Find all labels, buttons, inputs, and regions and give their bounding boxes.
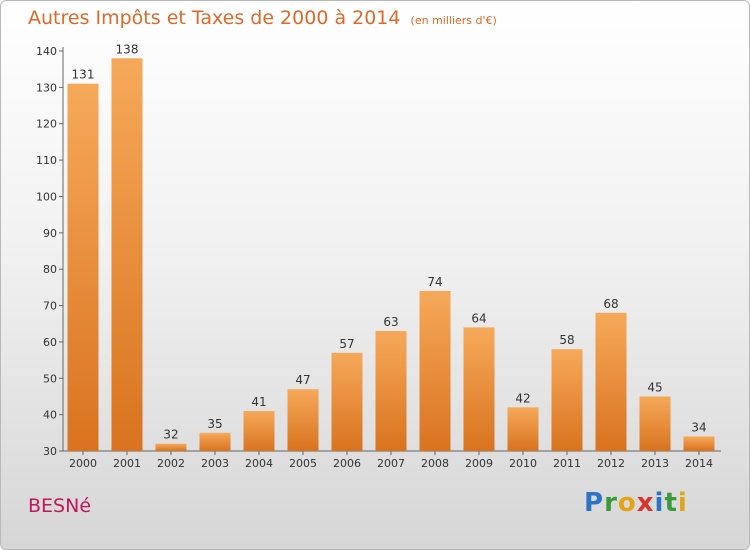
x-tick-label: 2003	[201, 457, 229, 470]
bar-2012	[595, 312, 627, 451]
y-tick-label: 50	[43, 372, 57, 385]
value-label-2002: 32	[163, 428, 178, 442]
x-tick-label: 2014	[685, 457, 713, 470]
bar-2008	[419, 291, 451, 451]
x-tick-label: 2000	[69, 457, 97, 470]
value-label-2009: 64	[471, 311, 486, 325]
chart-title-text: Autres Impôts et Taxes de 2000 à 2014	[28, 7, 401, 29]
bar-2001	[111, 58, 143, 451]
value-label-2007: 63	[383, 315, 398, 329]
y-tick-label: 110	[36, 154, 57, 167]
bar-2000	[67, 83, 99, 452]
chart-title: Autres Impôts et Taxes de 2000 à 2014 (e…	[28, 7, 497, 29]
y-tick-label: 120	[36, 118, 57, 131]
bar-2007	[375, 331, 407, 451]
value-label-2012: 68	[603, 297, 618, 311]
x-tick-label: 2001	[113, 457, 141, 470]
bar-2003	[199, 432, 231, 451]
x-tick-label: 2013	[641, 457, 669, 470]
bar-2005	[287, 389, 319, 451]
x-tick-label: 2009	[465, 457, 493, 470]
chart-bars	[67, 58, 715, 452]
value-label-2005: 47	[295, 373, 310, 387]
x-tick-label: 2008	[421, 457, 449, 470]
y-tick-label: 90	[43, 227, 57, 240]
value-label-2011: 58	[559, 333, 574, 347]
x-tick-label: 2007	[377, 457, 405, 470]
bar-2010	[507, 407, 539, 451]
bar-2009	[463, 327, 495, 451]
value-label-2004: 41	[251, 395, 266, 409]
value-label-2008: 74	[427, 275, 442, 289]
bar-2013	[639, 396, 671, 451]
value-label-2010: 42	[515, 391, 530, 405]
bar-2011	[551, 349, 583, 451]
x-tick-label: 2011	[553, 457, 581, 470]
x-tick-label: 2005	[289, 457, 317, 470]
value-label-2013: 45	[647, 380, 662, 394]
y-tick-label: 60	[43, 336, 57, 349]
bar-2002	[155, 443, 187, 451]
x-tick-label: 2012	[597, 457, 625, 470]
proxiti-logo: Proxiti	[584, 488, 688, 518]
x-tick-label: 2002	[157, 457, 185, 470]
bar-2014	[683, 436, 715, 451]
y-tick-label: 140	[36, 45, 57, 58]
value-label-2003: 35	[207, 417, 222, 431]
value-label-2014: 34	[691, 420, 706, 434]
bar-2004	[243, 411, 275, 451]
y-tick-label: 70	[43, 300, 57, 313]
chart-value-labels: 131 138 32 35 41 47 57 63 74 64 42 58 68 45 34	[72, 42, 707, 441]
value-label-2001: 138	[116, 42, 139, 56]
x-tick-label: 2010	[509, 457, 537, 470]
x-tick-label: 2006	[333, 457, 361, 470]
y-tick-label: 100	[36, 190, 57, 203]
value-label-2006: 57	[339, 337, 354, 351]
value-label-2000: 131	[72, 68, 95, 82]
y-tick-label: 40	[43, 409, 57, 422]
chart-unit: (en milliers d'€)	[410, 14, 497, 27]
y-tick-label: 80	[43, 263, 57, 276]
city-name: BESNé	[28, 495, 92, 517]
y-tick-label: 30	[43, 445, 57, 458]
y-tick-label: 130	[36, 81, 57, 94]
x-tick-label: 2004	[245, 457, 273, 470]
bar-2006	[331, 352, 363, 451]
